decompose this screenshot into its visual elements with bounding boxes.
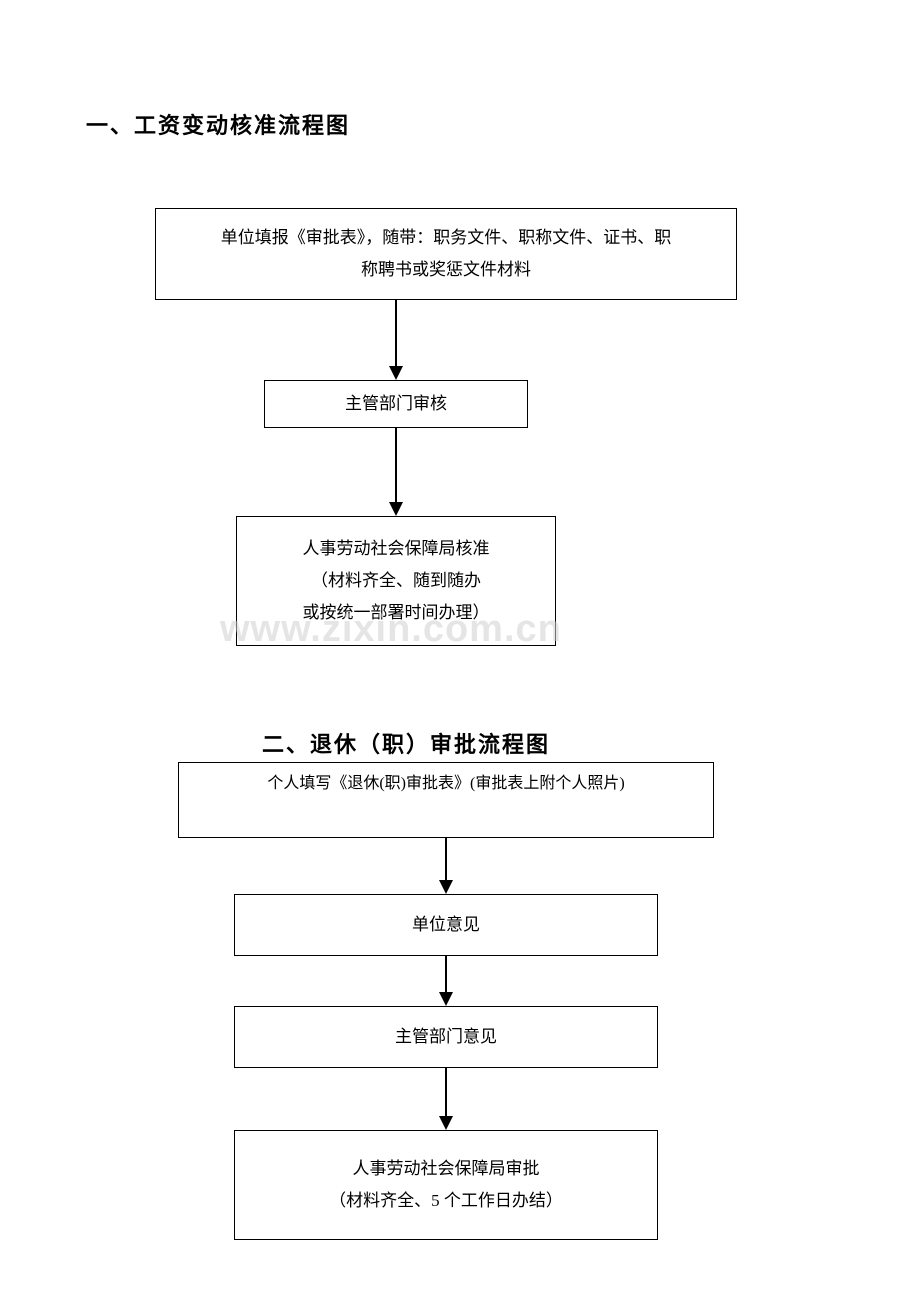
flowchart2-arrow-1: [445, 838, 447, 880]
flowchart1-box-1-line-1: 单位填报《审批表》，随带：职务文件、职称文件、证书、职: [156, 222, 736, 254]
flowchart2-arrowhead-2: [439, 992, 453, 1006]
flowchart2-arrowhead-3: [439, 1116, 453, 1130]
flowchart2-box-1: 个人填写《退休(职)审批表》(审批表上附个人照片): [178, 762, 714, 838]
flowchart2-arrow-2: [445, 956, 447, 992]
flowchart2-arrowhead-1: [439, 880, 453, 894]
flowchart1-arrowhead-2: [389, 502, 403, 516]
flowchart1-arrowhead-1: [389, 366, 403, 380]
flowchart2-box-4: 人事劳动社会保障局审批 （材料齐全、5 个工作日办结）: [234, 1130, 658, 1240]
flowchart1-box-3-line-1: 人事劳动社会保障局核准: [237, 533, 555, 565]
flowchart1-arrow-2: [395, 428, 397, 502]
flowchart1-box-2: 主管部门审核: [264, 380, 528, 428]
flowchart2-box-3-line-1: 主管部门意见: [235, 1021, 657, 1053]
flowchart2-box-4-line-2: （材料齐全、5 个工作日办结）: [235, 1185, 657, 1217]
flowchart2-box-2-line-1: 单位意见: [235, 909, 657, 941]
flowchart1-box-3-line-2: （材料齐全、随到随办: [237, 565, 555, 597]
flowchart2-box-1-line-1: 个人填写《退休(职)审批表》(审批表上附个人照片): [179, 769, 713, 799]
flowchart2-box-4-line-1: 人事劳动社会保障局审批: [235, 1153, 657, 1185]
flowchart2-arrow-3: [445, 1068, 447, 1116]
flowchart2-box-3: 主管部门意见: [234, 1006, 658, 1068]
flowchart1-box-1-line-2: 称聘书或奖惩文件材料: [156, 254, 736, 286]
flowchart1-title: 一、工资变动核准流程图: [86, 108, 350, 140]
flowchart2-box-2: 单位意见: [234, 894, 658, 956]
watermark: www.zixin.com.cn: [220, 608, 562, 651]
flowchart1-arrow-1: [395, 300, 397, 366]
flowchart1-box-1: 单位填报《审批表》，随带：职务文件、职称文件、证书、职 称聘书或奖惩文件材料: [155, 208, 737, 300]
flowchart1-box-2-line-1: 主管部门审核: [265, 388, 527, 420]
flowchart2-title: 二、退休（职）审批流程图: [262, 727, 550, 759]
